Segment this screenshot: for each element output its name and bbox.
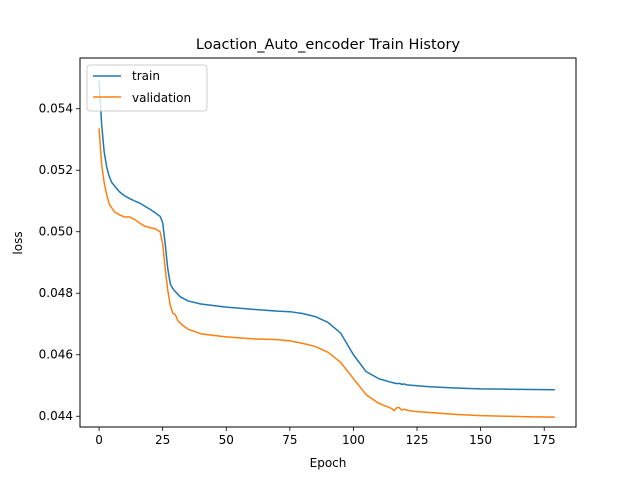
chart-title: Loaction_Auto_encoder Train History [196, 37, 461, 53]
x-tick-label: 175 [533, 433, 556, 447]
x-tick-label: 125 [406, 433, 429, 447]
x-tick-label: 75 [282, 433, 297, 447]
x-tick-label: 0 [95, 433, 103, 447]
x-tick-label: 100 [342, 433, 365, 447]
y-tick-label: 0.044 [39, 409, 73, 423]
y-axis-title: loss [11, 231, 25, 254]
y-tick-label: 0.052 [39, 163, 73, 177]
y-tick-label: 0.048 [39, 286, 73, 300]
plot-area-frame [79, 57, 577, 428]
series-lines [98, 80, 556, 418]
y-tick-label: 0.046 [39, 348, 73, 362]
legend: train validation [86, 64, 208, 112]
x-tick-label: 50 [219, 433, 234, 447]
series-line-validation [98, 127, 556, 418]
legend-label-train: train [132, 69, 160, 83]
x-tick-label: 150 [469, 433, 492, 447]
series-line-train [98, 80, 556, 391]
y-tick-label: 0.054 [39, 102, 73, 116]
x-tick-label: 25 [155, 433, 170, 447]
y-tick-label: 0.050 [39, 225, 73, 239]
y-axis-ticks: 0.044 0.046 0.048 0.050 0.052 0.054 [39, 102, 80, 423]
x-axis-ticks: 0 25 50 75 100 125 150 175 [95, 427, 556, 447]
legend-label-validation: validation [132, 91, 191, 105]
x-axis-title: Epoch [310, 456, 347, 470]
